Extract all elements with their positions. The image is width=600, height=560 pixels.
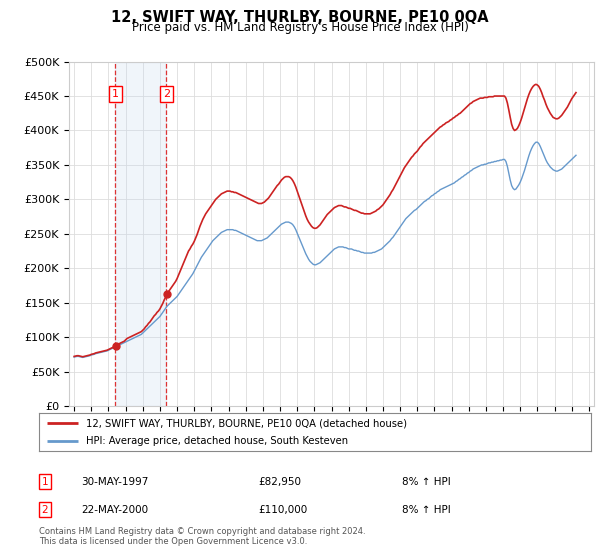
- Text: 12, SWIFT WAY, THURLBY, BOURNE, PE10 0QA: 12, SWIFT WAY, THURLBY, BOURNE, PE10 0QA: [111, 10, 489, 25]
- Text: 8% ↑ HPI: 8% ↑ HPI: [402, 505, 451, 515]
- Text: £110,000: £110,000: [258, 505, 307, 515]
- Text: 12, SWIFT WAY, THURLBY, BOURNE, PE10 0QA (detached house): 12, SWIFT WAY, THURLBY, BOURNE, PE10 0QA…: [86, 418, 407, 428]
- Text: 30-MAY-1997: 30-MAY-1997: [81, 477, 148, 487]
- Text: 8% ↑ HPI: 8% ↑ HPI: [402, 477, 451, 487]
- Bar: [115, 62, 166, 406]
- Text: Contains HM Land Registry data © Crown copyright and database right 2024.
This d: Contains HM Land Registry data © Crown c…: [39, 526, 365, 546]
- Text: 1: 1: [112, 89, 119, 99]
- Text: Price paid vs. HM Land Registry's House Price Index (HPI): Price paid vs. HM Land Registry's House …: [131, 21, 469, 34]
- Text: 2: 2: [41, 505, 49, 515]
- Text: £82,950: £82,950: [258, 477, 301, 487]
- Text: 22-MAY-2000: 22-MAY-2000: [81, 505, 148, 515]
- Text: 1: 1: [41, 477, 49, 487]
- Text: HPI: Average price, detached house, South Kesteven: HPI: Average price, detached house, Sout…: [86, 436, 348, 446]
- Text: 2: 2: [163, 89, 170, 99]
